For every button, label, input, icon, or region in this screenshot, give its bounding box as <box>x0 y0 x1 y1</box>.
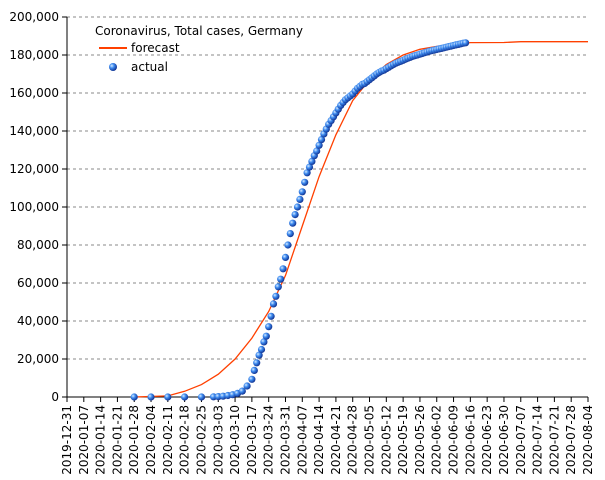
actual-point <box>284 241 292 249</box>
x-tick-label: 2020-06-16 <box>463 405 477 475</box>
y-axis-ticks: 0 20,000 40,000 60,000 80,000 100,000 120,000 1… <box>9 10 67 404</box>
legend-forecast-label: forecast <box>131 41 180 55</box>
x-tick-label: 2020-05-05 <box>363 405 377 475</box>
x-tick-label: 2020-03-24 <box>262 405 276 475</box>
x-tick-label: 2020-06-02 <box>430 405 444 475</box>
x-tick-label: 2020-04-28 <box>346 405 360 475</box>
x-tick-label: 2019-12-31 <box>60 405 74 475</box>
actual-point <box>197 393 206 401</box>
actual-point <box>317 136 326 144</box>
actual-point <box>286 230 294 238</box>
x-axis-ticks: 2019-12-31 2020-01-07 2020-01-14 2020-01-21… <box>60 397 595 475</box>
actual-point <box>260 338 268 346</box>
y-tick-label: 60,000 <box>17 276 59 290</box>
x-tick-label: 2020-08-04 <box>581 405 595 475</box>
actual-point <box>147 393 155 401</box>
actual-point <box>265 323 273 331</box>
legend-actual-label: actual <box>131 60 168 74</box>
x-tick-label: 2020-03-03 <box>211 405 225 475</box>
y-tick-label: 0 <box>51 390 59 404</box>
y-tick-label: 40,000 <box>17 314 59 328</box>
x-tick-label: 2020-06-23 <box>480 405 494 475</box>
x-tick-label: 2020-02-11 <box>161 405 175 475</box>
actual-point <box>257 345 266 354</box>
actual-point <box>281 253 290 261</box>
x-tick-label: 2020-07-21 <box>547 405 561 475</box>
x-tick-label: 2020-01-14 <box>94 405 108 475</box>
grid-lines <box>67 16 588 360</box>
legend-actual-marker <box>109 63 117 71</box>
actual-point <box>181 393 189 401</box>
actual-point <box>305 163 314 171</box>
actual-point <box>308 157 316 165</box>
actual-point <box>293 203 302 211</box>
y-tick-label: 20,000 <box>17 352 59 366</box>
x-tick-label: 2020-05-19 <box>396 405 410 475</box>
actual-point <box>291 211 299 219</box>
x-tick-label: 2020-03-10 <box>228 405 242 475</box>
actual-point <box>243 382 251 390</box>
x-tick-label: 2020-06-09 <box>447 405 461 475</box>
actual-point <box>274 283 282 291</box>
x-tick-label: 2020-02-25 <box>194 405 208 475</box>
actual-point <box>303 169 311 177</box>
actual-point <box>313 147 321 155</box>
actual-point <box>269 300 278 308</box>
y-tick-label: 140,000 <box>9 124 59 138</box>
actual-point <box>298 188 306 196</box>
x-tick-label: 2020-04-21 <box>329 405 343 475</box>
actual-point <box>462 39 470 47</box>
y-tick-label: 120,000 <box>9 162 59 176</box>
actual-point <box>164 393 172 401</box>
y-tick-label: 160,000 <box>9 86 59 100</box>
y-tick-label: 180,000 <box>9 48 59 62</box>
actual-point <box>272 292 280 300</box>
x-tick-label: 2020-01-28 <box>127 405 141 475</box>
y-tick-label: 200,000 <box>9 10 59 24</box>
actual-point <box>255 351 263 359</box>
x-tick-label: 2020-04-07 <box>295 405 309 475</box>
actual-point <box>262 332 270 340</box>
x-tick-label: 2020-07-28 <box>564 405 578 475</box>
legend: Coronavirus, Total cases, Germany foreca… <box>95 24 303 74</box>
actual-point <box>250 366 258 374</box>
actual-point <box>267 312 275 320</box>
actual-point <box>238 387 246 395</box>
actual-point <box>296 195 304 203</box>
actual-point <box>130 393 138 401</box>
x-tick-label: 2020-05-12 <box>379 405 393 475</box>
y-tick-label: 100,000 <box>9 200 59 214</box>
y-tick-label: 80,000 <box>17 238 59 252</box>
actual-point <box>253 359 261 367</box>
x-tick-label: 2020-04-14 <box>312 405 326 475</box>
x-tick-label: 2020-05-26 <box>413 405 427 475</box>
x-tick-label: 2020-02-04 <box>144 405 158 475</box>
x-tick-label: 2020-01-21 <box>110 405 124 475</box>
chart-title: Coronavirus, Total cases, Germany <box>95 24 303 38</box>
x-tick-label: 2020-06-30 <box>497 405 511 475</box>
series-actual <box>130 39 470 401</box>
x-tick-label: 2020-07-07 <box>514 405 528 475</box>
forecast-line <box>134 41 588 398</box>
x-tick-label: 2020-01-07 <box>77 405 91 475</box>
actual-point <box>279 265 287 273</box>
actual-point <box>301 178 309 186</box>
x-tick-label: 2020-03-17 <box>245 405 259 475</box>
series-forecast <box>134 41 588 398</box>
actual-point <box>289 219 297 227</box>
x-tick-label: 2020-07-14 <box>531 405 545 475</box>
x-tick-label: 2020-03-31 <box>278 405 292 475</box>
actual-point <box>248 375 256 383</box>
x-tick-label: 2020-02-18 <box>178 405 192 475</box>
actual-point <box>277 275 285 283</box>
actual-point <box>315 141 323 149</box>
